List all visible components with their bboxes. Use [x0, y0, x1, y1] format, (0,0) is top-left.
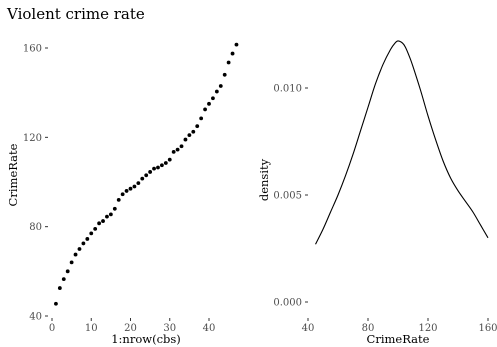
x-tick-label: 40 [203, 323, 216, 334]
data-point [116, 197, 121, 202]
data-point [73, 252, 78, 257]
data-point [222, 72, 227, 77]
figure-title: Violent crime rate [7, 5, 145, 23]
data-point [77, 247, 82, 251]
data-point [101, 219, 105, 223]
data-point [171, 149, 176, 154]
data-point [105, 214, 109, 219]
data-point [61, 277, 66, 282]
data-point [163, 161, 168, 165]
data-point [230, 51, 235, 56]
data-point [234, 42, 239, 47]
data-point [214, 89, 219, 94]
x-tick-label: 40 [302, 323, 315, 334]
y-tick-label: 0.010 [273, 84, 302, 95]
data-point [203, 107, 207, 112]
data-point [160, 163, 164, 168]
x-tick-label: 80 [362, 323, 375, 334]
right-panel-density: 0.000 0.005 0.010 40 80 120 160 CrimeRate densit… [257, 40, 497, 346]
x-axis-label: 1:nrow(cbs) [111, 332, 181, 346]
data-point [54, 301, 58, 306]
y-axis-label: density [257, 158, 271, 201]
data-point [183, 137, 188, 142]
x-tick-label: 10 [85, 323, 98, 334]
data-point [175, 147, 180, 152]
data-point [81, 241, 86, 246]
density-line [315, 40, 489, 245]
x-tick-label: 160 [478, 323, 497, 334]
y-tick-label: 80 [29, 222, 42, 233]
data-point [57, 286, 62, 290]
data-point [167, 157, 172, 162]
data-point [124, 189, 129, 193]
x-tick-label: 20 [124, 323, 137, 334]
x-tick-label: 30 [163, 323, 176, 334]
data-point [140, 176, 145, 181]
y-tick-label: 120 [23, 133, 42, 144]
data-point [108, 212, 113, 217]
y-tick-label: 40 [29, 312, 42, 323]
data-point [132, 184, 137, 189]
data-point [156, 165, 160, 170]
data-point [69, 260, 74, 265]
data-point [187, 133, 192, 138]
data-point [195, 124, 200, 129]
data-point [179, 144, 184, 149]
data-point [65, 269, 70, 274]
x-tick-label: 120 [418, 323, 437, 334]
x-tick-label: 0 [49, 323, 55, 334]
data-point [191, 129, 196, 134]
data-point [152, 166, 156, 171]
data-point [144, 173, 149, 178]
y-axis-label: CrimeRate [6, 143, 20, 206]
y-tick-label: 160 [23, 44, 42, 55]
data-point [148, 170, 153, 174]
data-point [112, 206, 117, 211]
y-tick-label: 0.000 [273, 298, 302, 309]
y-tick-label: 0.005 [273, 191, 302, 202]
data-point [199, 116, 204, 121]
data-point [89, 231, 94, 236]
data-point [93, 227, 98, 231]
data-point [97, 221, 101, 226]
x-axis-label: CrimeRate [367, 332, 430, 346]
data-point [136, 181, 141, 186]
data-point [128, 186, 133, 191]
data-point [218, 84, 223, 88]
data-point [85, 237, 90, 241]
data-point [211, 96, 215, 101]
left-panel-scatter: 40 80 120 160 0 10 20 30 40 1:nrow(cbs) CrimeRate [6, 42, 239, 346]
data-point [207, 101, 211, 106]
data-point [120, 192, 125, 197]
data-point [226, 60, 231, 65]
